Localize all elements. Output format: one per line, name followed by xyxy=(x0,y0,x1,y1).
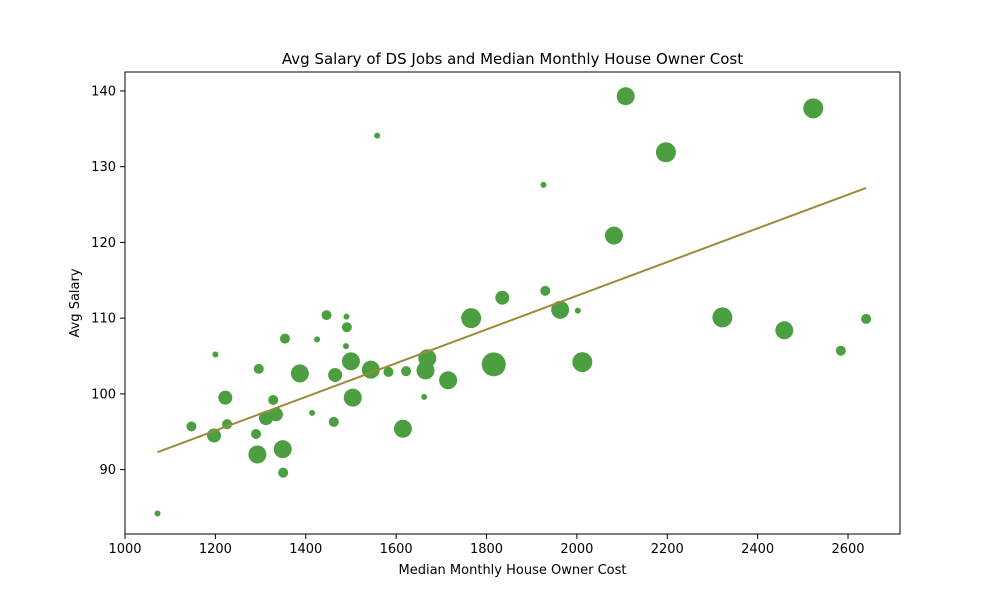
x-tick-label: 2200 xyxy=(651,542,684,557)
x-tick-label: 1800 xyxy=(470,542,503,557)
scatter-point-25 xyxy=(341,352,360,371)
y-tick-label: 130 xyxy=(91,160,116,175)
y-axis-label: Avg Salary xyxy=(68,268,83,337)
scatter-point-18 xyxy=(314,336,321,343)
y-axis: 90 100 110 120 130 140 xyxy=(91,84,125,478)
scatter-point-21 xyxy=(328,367,343,382)
trendline-layer xyxy=(157,186,867,454)
y-tick-label: 90 xyxy=(99,463,116,478)
scatter-point-48 xyxy=(775,321,794,340)
plot-frame xyxy=(124,71,901,535)
x-tick-label: 1400 xyxy=(289,542,322,557)
scatter-point-30 xyxy=(393,419,412,438)
scatter-point-5 xyxy=(218,390,233,405)
y-tick-label: 100 xyxy=(91,387,116,402)
x-axis: 1000 1200 1400 1600 1800 2000 2200 2400 2600 xyxy=(108,534,865,557)
y-tick-label: 120 xyxy=(91,236,116,251)
scatter-point-7 xyxy=(251,429,262,440)
scatter-point-2 xyxy=(186,421,197,432)
scatter-point-42 xyxy=(574,307,581,314)
scatter-point-37 xyxy=(481,352,506,377)
scatter-point-51 xyxy=(861,313,872,324)
scatter-point-49 xyxy=(803,98,824,119)
x-tick-label: 2000 xyxy=(560,542,593,557)
scatter-point-28 xyxy=(374,132,381,139)
scatter-point-46 xyxy=(655,142,676,163)
scatter-point-50 xyxy=(835,345,846,356)
scatter-point-9 xyxy=(253,363,264,374)
scatter-point-8 xyxy=(248,445,267,464)
scatter-point-26 xyxy=(343,388,362,407)
scatter-point-44 xyxy=(604,226,623,245)
x-tick-label: 1600 xyxy=(380,542,413,557)
scatter-point-40 xyxy=(540,285,551,296)
scatter-point-11 xyxy=(268,394,279,405)
scatter-point-4 xyxy=(212,351,219,358)
scatter-point-19 xyxy=(321,310,332,321)
scatter-point-20 xyxy=(328,416,339,427)
scatter-point-13 xyxy=(273,440,292,459)
scatter-point-35 xyxy=(439,371,458,390)
scatter-point-22 xyxy=(342,343,349,350)
scatter-point-14 xyxy=(278,467,289,478)
scatter-point-41 xyxy=(551,300,570,319)
scatter-point-32 xyxy=(421,393,428,400)
x-tick-label: 2600 xyxy=(831,542,864,557)
x-tick-label: 2400 xyxy=(741,542,774,557)
scatter-point-43 xyxy=(572,352,593,373)
y-tick-label: 140 xyxy=(91,84,116,99)
x-tick-label: 1200 xyxy=(199,542,232,557)
scatter-point-29 xyxy=(383,366,394,377)
scatter-point-15 xyxy=(279,333,290,344)
scatter-point-38 xyxy=(495,290,510,305)
scatter-point-23 xyxy=(343,313,350,320)
scatter-point-47 xyxy=(712,307,733,328)
scatter-point-1 xyxy=(154,510,161,517)
scatter-point-36 xyxy=(461,308,482,329)
scatter-point-16 xyxy=(290,364,309,383)
scatter-point-39 xyxy=(540,181,547,188)
scatter-point-12 xyxy=(268,407,283,422)
scatter-point-24 xyxy=(341,322,352,333)
chart-title: Avg Salary of DS Jobs and Median Monthly… xyxy=(282,50,743,68)
trendline xyxy=(157,186,867,454)
scatter-point-17 xyxy=(309,409,316,416)
scatter-point-45 xyxy=(616,87,635,106)
scatter-point-31 xyxy=(401,366,412,377)
x-axis-label: Median Monthly House Owner Cost xyxy=(399,563,627,578)
y-tick-label: 110 xyxy=(91,312,116,327)
x-tick-label: 1000 xyxy=(108,542,141,557)
